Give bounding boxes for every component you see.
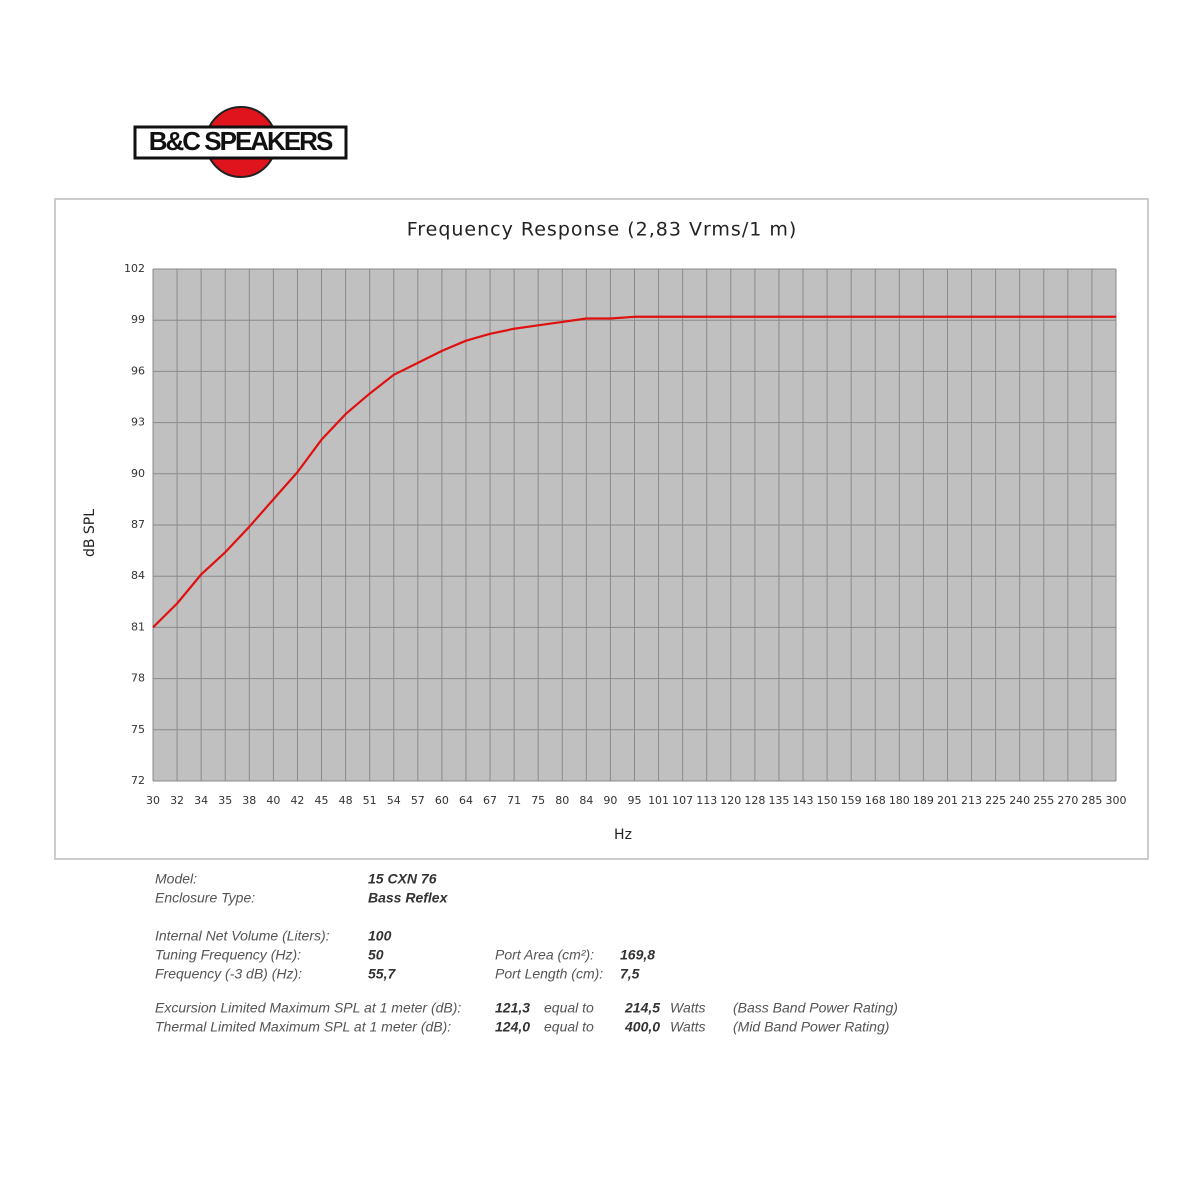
- spec-value: 214,5: [624, 1000, 660, 1016]
- x-tick-label: 107: [672, 794, 693, 807]
- x-tick-label: 128: [744, 794, 765, 807]
- spec-label: Port Length (cm):: [495, 966, 603, 982]
- y-tick-label: 78: [131, 672, 145, 685]
- logo: B&C SPEAKERS: [149, 126, 333, 156]
- spec-value: 7,5: [620, 966, 640, 982]
- x-tick-label: 38: [242, 794, 256, 807]
- spec-value: 50: [368, 947, 384, 963]
- y-tick-label: 96: [131, 364, 145, 377]
- x-tick-label: 143: [793, 794, 814, 807]
- x-tick-label: 159: [841, 794, 862, 807]
- spec-note: (Mid Band Power Rating): [733, 1019, 889, 1035]
- spec-label: Internal Net Volume (Liters):: [155, 928, 330, 944]
- spec-unit: Watts: [670, 1019, 706, 1035]
- spec-note: (Bass Band Power Rating): [733, 1000, 898, 1016]
- x-tick-label: 113: [696, 794, 717, 807]
- x-tick-label: 240: [1009, 794, 1030, 807]
- x-tick-label: 80: [555, 794, 569, 807]
- spec-label: Enclosure Type:: [155, 890, 255, 906]
- x-tick-label: 285: [1081, 794, 1102, 807]
- spec-unit: Watts: [670, 1000, 706, 1016]
- x-tick-label: 180: [889, 794, 910, 807]
- y-tick-label: 81: [131, 620, 145, 633]
- spec-value: 100: [368, 928, 392, 944]
- x-tick-label: 75: [531, 794, 545, 807]
- x-tick-label: 30: [146, 794, 160, 807]
- x-tick-label: 45: [315, 794, 329, 807]
- y-tick-label: 87: [131, 518, 145, 531]
- specs: Model: 15 CXN 76 Enclosure Type: Bass Re…: [155, 871, 898, 1035]
- logo-box: [133, 125, 348, 160]
- spec-text: equal to: [544, 1019, 594, 1035]
- spec-label: Port Area (cm²):: [495, 947, 594, 963]
- spec-value: 169,8: [620, 947, 655, 963]
- x-tick-label: 54: [387, 794, 401, 807]
- spec-label: Thermal Limited Maximum SPL at 1 meter (…: [155, 1019, 451, 1035]
- x-tick-label: 90: [603, 794, 617, 807]
- x-tick-label: 213: [961, 794, 982, 807]
- x-tick-label: 135: [768, 794, 789, 807]
- spec-value: 121,3: [495, 1000, 530, 1016]
- x-tick-label: 225: [985, 794, 1006, 807]
- x-tick-label: 42: [290, 794, 304, 807]
- x-tick-label: 60: [435, 794, 449, 807]
- x-tick-label: 150: [817, 794, 838, 807]
- spec-label: Frequency (-3 dB) (Hz):: [155, 966, 302, 982]
- y-axis-label: dB SPL: [82, 509, 98, 557]
- x-tick-label: 57: [411, 794, 425, 807]
- x-tick-label: 34: [194, 794, 208, 807]
- x-tick-label: 32: [170, 794, 184, 807]
- y-tick-label: 102: [124, 262, 145, 275]
- x-tick-label: 101: [648, 794, 669, 807]
- y-tick-label: 99: [131, 313, 145, 326]
- spec-value: 55,7: [368, 966, 396, 982]
- x-tick-label: 255: [1033, 794, 1054, 807]
- chart: 72 75 78 81 84 87 90 93 96 99 102 30 32 34 35 38 40 42 45 4…: [124, 262, 1127, 807]
- x-tick-label: 300: [1106, 794, 1127, 807]
- x-tick-label: 201: [937, 794, 958, 807]
- y-tick-label: 90: [131, 467, 145, 480]
- y-tick-label: 93: [131, 416, 145, 429]
- y-tick-label: 72: [131, 774, 145, 787]
- spec-label: Excursion Limited Maximum SPL at 1 meter…: [155, 1000, 461, 1016]
- x-tick-label: 71: [507, 794, 521, 807]
- x-tick-label: 270: [1057, 794, 1078, 807]
- x-tick-label: 189: [913, 794, 934, 807]
- x-tick-label: 67: [483, 794, 497, 807]
- x-tick-label: 35: [218, 794, 232, 807]
- x-tick-label: 84: [579, 794, 593, 807]
- x-tick-label: 120: [720, 794, 741, 807]
- x-tick-label: 95: [628, 794, 642, 807]
- spec-label: Tuning Frequency (Hz):: [155, 947, 301, 963]
- spec-value: Bass Reflex: [368, 890, 449, 906]
- x-tick-label: 64: [459, 794, 473, 807]
- x-tick-label: 51: [363, 794, 377, 807]
- spec-text: equal to: [544, 1000, 594, 1016]
- x-axis-label: Hz: [614, 827, 632, 843]
- chart-title: Frequency Response (2,83 Vrms/1 m): [407, 219, 798, 241]
- x-tick-label: 40: [266, 794, 280, 807]
- line-series: [152, 315, 1116, 629]
- spec-value: 15 CXN 76: [368, 871, 437, 887]
- x-tick-label: 48: [339, 794, 353, 807]
- y-tick-label: 84: [131, 569, 145, 582]
- x-tick-label: 168: [865, 794, 886, 807]
- y-tick-label: 75: [131, 723, 145, 736]
- spec-value: 400,0: [624, 1019, 660, 1035]
- spec-label: Model:: [155, 871, 197, 887]
- spec-value: 124,0: [495, 1019, 530, 1035]
